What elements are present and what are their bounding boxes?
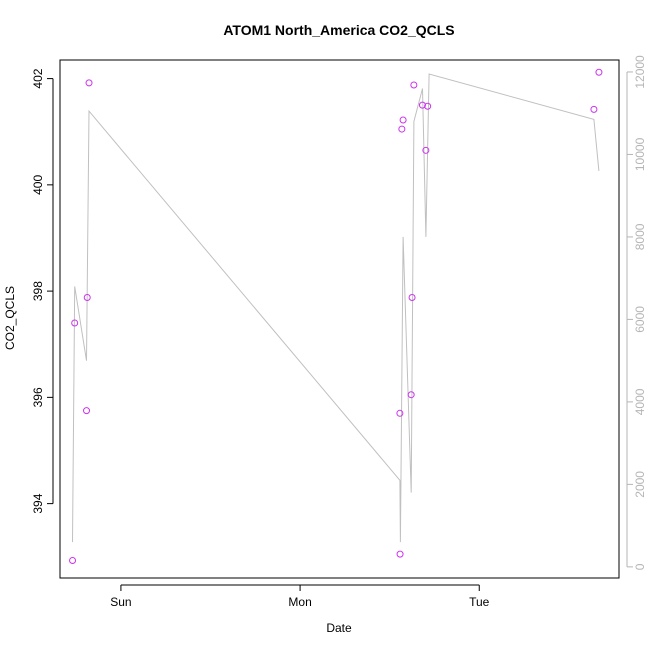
data-point: [69, 556, 77, 564]
data-point: [83, 293, 91, 301]
y2-tick-label: 10000: [633, 137, 647, 171]
data-point: [407, 391, 415, 399]
data-point: [396, 409, 404, 417]
series-line: [72, 73, 600, 543]
y-axis-right: 0 2000 4000 6000 8000 10000 12000: [626, 55, 647, 570]
x-axis: Sun Mon Tue: [110, 584, 490, 609]
data-point: [396, 550, 404, 558]
data-point: [595, 68, 603, 76]
x-tick-label: Tue: [469, 595, 490, 609]
y-tick-label: 398: [31, 281, 45, 301]
data-point: [408, 293, 416, 301]
y2-tick-label: 0: [633, 563, 647, 570]
y2-tick-label: 12000: [633, 55, 647, 89]
data-point: [422, 146, 430, 154]
data-point: [418, 101, 426, 109]
y-tick-label: 396: [31, 387, 45, 407]
data-point: [398, 125, 406, 133]
y2-tick-label: 4000: [633, 388, 647, 415]
data-point: [71, 319, 79, 327]
data-point: [399, 116, 407, 124]
plot-area: [59, 59, 620, 579]
x-tick-label: Mon: [288, 595, 311, 609]
data-point: [83, 407, 91, 415]
y2-tick-label: 8000: [633, 223, 647, 250]
y-tick-label: 402: [31, 68, 45, 88]
data-point: [85, 79, 93, 87]
x-tick-label: Sun: [110, 595, 131, 609]
series-line-layer: [72, 73, 600, 543]
data-points-layer: [69, 68, 603, 564]
y-tick-label: 394: [31, 493, 45, 513]
y-axis-left: 394 396 398 400 402: [31, 68, 54, 514]
y2-tick-label: 6000: [633, 306, 647, 333]
y-tick-label: 400: [31, 175, 45, 195]
data-point: [410, 81, 418, 89]
y-axis-label: CO2_QCLS: [3, 286, 17, 350]
y2-tick-label: 2000: [633, 471, 647, 498]
data-point: [590, 105, 598, 113]
chart-title: ATOM1 North_America CO2_QCLS: [223, 22, 454, 38]
data-point: [424, 102, 432, 110]
x-axis-label: Date: [326, 621, 352, 635]
